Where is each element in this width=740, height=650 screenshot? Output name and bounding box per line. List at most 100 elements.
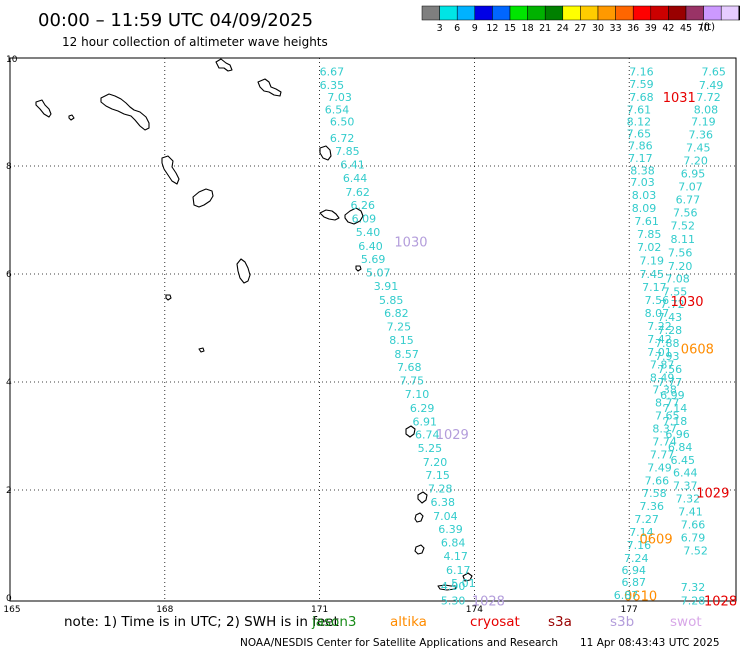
wave-height-label: 7.28 xyxy=(681,595,706,608)
longitude-tick-label: 171 xyxy=(311,605,328,615)
wave-height-label: 6.35 xyxy=(320,79,345,92)
legend-satellite-s3b: s3b xyxy=(610,614,634,630)
pass-time-label: 1031 xyxy=(663,91,696,106)
island-outline xyxy=(161,155,180,185)
island-outline xyxy=(257,78,282,97)
island-outline xyxy=(319,145,332,161)
island-outline xyxy=(417,491,428,504)
wave-height-label: 7.19 xyxy=(640,255,665,268)
wave-height-label: 7.07 xyxy=(678,181,703,194)
wave-height-label: 7.14 xyxy=(663,402,688,415)
wave-height-label: 7.08 xyxy=(665,272,690,285)
wave-height-label: 7.22 xyxy=(647,320,672,333)
color-scale-swatch xyxy=(615,5,634,21)
color-scale-swatch xyxy=(474,5,493,21)
island-outline xyxy=(355,265,362,272)
color-scale-swatch xyxy=(509,5,528,21)
color-scale-swatch xyxy=(650,5,669,21)
wave-height-label: 7.59 xyxy=(629,78,654,91)
wave-height-label: 7.37 xyxy=(673,480,698,493)
wave-height-label: 6.84 xyxy=(668,441,693,454)
latitude-tick-label: 10 xyxy=(6,55,18,65)
wave-height-label: 7.10 xyxy=(405,388,430,401)
pass-time-label: 0608 xyxy=(681,343,714,358)
wave-height-label: 6.87 xyxy=(614,589,639,602)
latitude-tick-label: 0 xyxy=(6,594,12,604)
island-coastlines xyxy=(35,58,473,591)
longitude-tick-label: 174 xyxy=(466,605,483,615)
altimeter-tracks: 6.676.357.036.546.506.727.856.416.447.62… xyxy=(320,66,726,590)
color-scale-swatch xyxy=(668,5,687,21)
wave-height-label: 6.95 xyxy=(681,168,706,181)
track-end-values: 4.90 5.30 7.327.28 6.87 xyxy=(441,580,705,608)
wave-height-label: 7.55 xyxy=(663,285,688,298)
color-scale-label: 9 xyxy=(472,23,478,34)
wave-height-label: 7.66 xyxy=(645,474,670,487)
wave-height-label: 7.15 xyxy=(425,469,450,482)
longitude-tick-labels: 165 168 171 174 177 xyxy=(3,605,637,615)
wave-height-label: 7.72 xyxy=(696,91,721,104)
wave-height-label: 6.87 xyxy=(621,576,646,589)
wave-height-label: 7.17 xyxy=(642,281,667,294)
wave-height-label: 6.50 xyxy=(330,116,355,129)
color-scale-label: 18 xyxy=(522,23,534,34)
color-scale-label: 24 xyxy=(557,23,569,34)
wave-height-label: 7.45 xyxy=(686,142,711,155)
wave-height-label: 7.66 xyxy=(681,519,706,532)
island-outline xyxy=(344,207,364,225)
wave-height-label: 7.45 xyxy=(640,268,665,281)
wave-height-label: 5.40 xyxy=(356,226,381,239)
color-scale-swatch xyxy=(685,5,704,21)
wave-height-label: 6.74 xyxy=(415,428,440,441)
wave-height-label: 7.03 xyxy=(327,91,352,104)
pass-time-label: 0609 xyxy=(640,533,673,548)
color-scale-label: 12 xyxy=(486,23,498,34)
color-scale-label: 30 xyxy=(592,23,604,34)
wave-height-label: 7.68 xyxy=(629,91,654,104)
color-scale-unit: (ft) xyxy=(700,22,715,33)
color-scale-swatch xyxy=(527,5,546,21)
pass-time-label: 1028 xyxy=(472,595,505,610)
wave-height-label: 6.45 xyxy=(670,454,695,467)
wave-height-label: 5.25 xyxy=(418,442,443,455)
wave-height-label: 7.65 xyxy=(655,409,680,422)
color-scale-swatch xyxy=(720,5,740,21)
wave-height-label: 7.28 xyxy=(428,482,453,495)
wave-height-label: 7.87 xyxy=(650,359,675,372)
wave-height-label: 6.17 xyxy=(446,564,471,577)
wave-height-label: 7.49 xyxy=(699,79,724,92)
latitude-tick-label: 2 xyxy=(6,486,12,496)
wave-height-label: 7.52 xyxy=(683,544,708,557)
wave-height-label: 7.85 xyxy=(637,228,662,241)
wave-height-label: 6.99 xyxy=(660,389,685,402)
wave-height-label: 7.32 xyxy=(676,493,701,506)
wave-height-label: 6.82 xyxy=(384,307,409,320)
latitude-tick-label: 4 xyxy=(6,378,12,388)
island-outline xyxy=(405,425,416,438)
island-outline xyxy=(100,93,150,131)
color-scale-label: 15 xyxy=(504,23,516,34)
wave-height-label: 7.20 xyxy=(668,260,693,273)
island-outline xyxy=(437,584,458,591)
footer-note: note: 1) Time is in UTC; 2) SWH is in fe… xyxy=(64,614,339,630)
wave-height-label: 8.09 xyxy=(632,202,657,215)
credit-line: NOAA/NESDIS Center for Satellite Applica… xyxy=(240,637,558,649)
island-outline xyxy=(68,114,75,121)
wave-height-label: 7.01 xyxy=(647,346,672,359)
wave-height-label: 7.56 xyxy=(668,246,693,259)
wave-height-label: 7.65 xyxy=(701,66,726,79)
generated-timestamp: 11 Apr 08:43:43 UTC 2025 xyxy=(580,637,720,649)
color-scale-label: 27 xyxy=(574,23,586,34)
wave-height-label: 7.18 xyxy=(663,415,688,428)
map-gridlines xyxy=(10,58,736,601)
wave-height-label: 8.37 xyxy=(652,422,677,435)
legend-satellite-altika: altika xyxy=(390,614,427,630)
wave-height-label: 7.42 xyxy=(647,333,672,346)
wave-height-label: 7.36 xyxy=(640,500,665,513)
color-scale-swatch xyxy=(632,5,652,21)
wave-height-label: 6.67 xyxy=(320,66,345,79)
color-scale-swatch xyxy=(580,5,599,21)
wave-height-label: 7.38 xyxy=(652,384,677,397)
wave-height-label: 7.36 xyxy=(689,129,714,142)
